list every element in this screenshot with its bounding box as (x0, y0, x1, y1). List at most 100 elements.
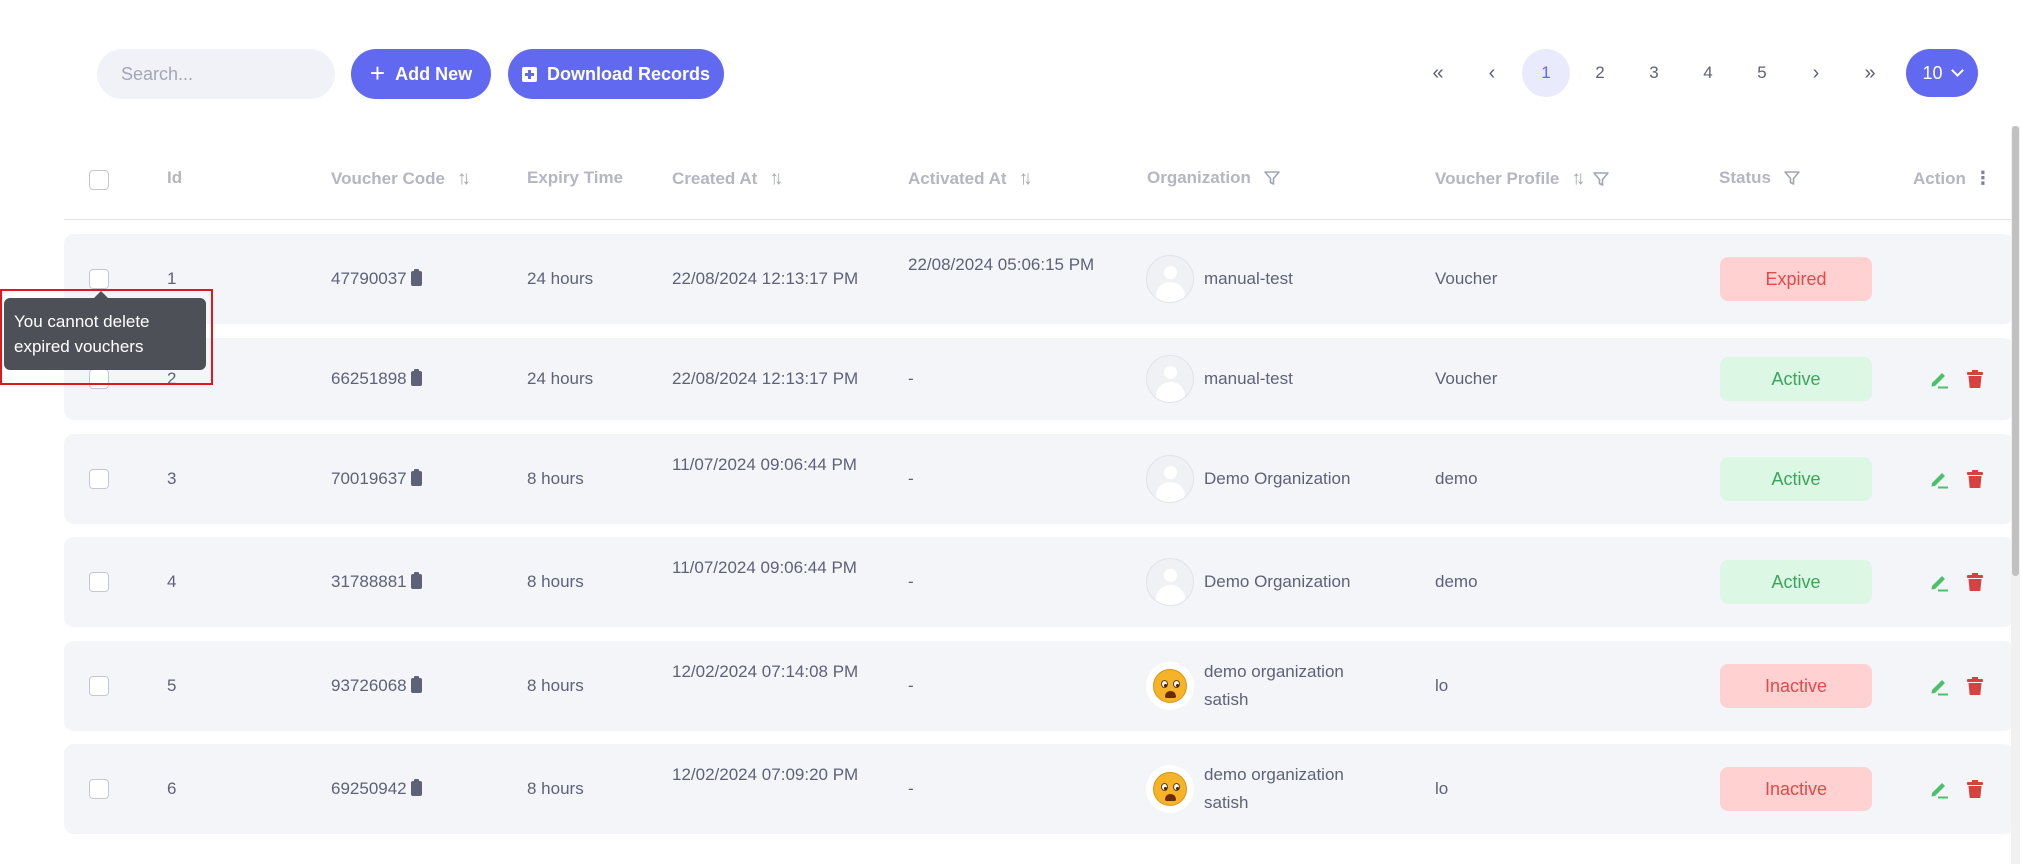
page-5-button[interactable]: 5 (1757, 63, 1767, 82)
filter-icon[interactable] (1592, 170, 1610, 188)
created-at: 12/02/2024 07:14:08 PM (672, 662, 859, 681)
delete-icon[interactable] (1964, 675, 1986, 697)
double-chevron-right-icon: » (1864, 61, 1876, 84)
row-checkbox[interactable] (89, 779, 109, 799)
page-2-button[interactable]: 2 (1595, 63, 1605, 82)
more-options-icon[interactable]: ⋮ (1973, 168, 1992, 188)
row-checkbox[interactable] (89, 572, 109, 592)
column-header-action[interactable]: Action ⋮ (1913, 168, 1992, 189)
download-records-label: Download Records (546, 63, 711, 84)
column-header-expiry-time-label: Expiry Time (527, 168, 624, 187)
column-header-voucher-code-label: Voucher Code (331, 169, 445, 188)
page-3-button[interactable]: 3 (1649, 63, 1659, 82)
last-page-button[interactable]: » (1846, 49, 1894, 97)
first-page-button[interactable]: « (1414, 49, 1462, 97)
clipboard-icon[interactable] (410, 572, 422, 589)
organization-name: Demo Organization (1204, 572, 1351, 591)
status-badge: Active (1720, 560, 1872, 604)
next-page-button[interactable]: › (1792, 49, 1840, 97)
plus-icon: + (369, 57, 386, 88)
edit-icon[interactable] (1928, 571, 1950, 593)
per-page-select[interactable]: 10 (1906, 49, 1978, 97)
column-header-expiry-time: Expiry Time (527, 168, 623, 188)
clipboard-icon[interactable] (410, 779, 422, 796)
download-records-button[interactable]: Download Records (508, 49, 724, 99)
avatar (1146, 558, 1194, 606)
voucher-code: 93726068 (331, 676, 407, 695)
column-header-voucher-profile[interactable]: Voucher Profile ↑↓ (1435, 168, 1610, 190)
filter-icon[interactable] (1263, 169, 1281, 187)
voucher-code-cell: 93726068 (331, 672, 422, 700)
prev-page-button[interactable]: ‹ (1468, 49, 1516, 97)
column-header-status[interactable]: Status (1719, 168, 1801, 188)
edit-icon[interactable] (1928, 778, 1950, 800)
column-header-organization-label: Organization (1147, 168, 1251, 187)
expiry-time: 24 hours (527, 369, 594, 388)
row-checkbox[interactable] (89, 676, 109, 696)
row-id: 6 (167, 779, 177, 798)
edit-icon[interactable] (1928, 368, 1950, 390)
delete-icon[interactable] (1964, 468, 1986, 490)
delete-icon[interactable] (1964, 368, 1986, 390)
voucher-code-cell: 70019637 (331, 465, 422, 493)
add-new-label: Add New (395, 63, 473, 84)
column-header-id: Id (167, 168, 182, 188)
created-at: 11/07/2024 09:06:44 PM (672, 455, 857, 474)
edit-icon[interactable] (1928, 675, 1950, 697)
column-header-organization[interactable]: Organization (1147, 168, 1281, 188)
page-1-button[interactable]: 1 (1522, 49, 1570, 97)
row-id: 5 (167, 676, 177, 695)
activated-at: 22/08/2024 05:06:15 PM (908, 255, 1095, 274)
sort-icon[interactable]: ↑↓ (1018, 168, 1033, 189)
select-all-checkbox[interactable] (89, 170, 109, 190)
sort-icon[interactable]: ↑↓ (769, 168, 783, 189)
column-header-created-at[interactable]: Created At ↑↓ (672, 168, 783, 190)
scrollbar-thumb[interactable] (2012, 126, 2019, 576)
column-header-activated-at-label: Activated At (908, 169, 1007, 188)
double-chevron-left-icon: « (1432, 61, 1444, 84)
sort-icon[interactable]: ↑↓ (456, 168, 471, 189)
voucher-code: 66251898 (331, 369, 407, 388)
activated-at: - (908, 572, 914, 591)
status-badge: Active (1720, 457, 1872, 501)
created-at: 22/08/2024 12:13:17 PM (672, 369, 859, 388)
search-input[interactable] (97, 49, 335, 99)
edit-icon[interactable] (1928, 468, 1950, 490)
row-checkbox[interactable] (89, 469, 109, 489)
column-header-voucher-code[interactable]: Voucher Code ↑↓ (331, 168, 471, 190)
delete-disabled-tooltip: You cannot delete expired vouchers (4, 291, 206, 370)
chevron-left-icon: ‹ (1488, 61, 1496, 84)
expiry-time: 8 hours (527, 469, 584, 488)
delete-icon[interactable] (1964, 778, 1986, 800)
voucher-code-cell: 31788881 (331, 568, 422, 596)
voucher-code-cell: 66251898 (331, 365, 422, 393)
delete-icon[interactable] (1964, 571, 1986, 593)
avatar (1146, 255, 1194, 303)
activated-at: - (908, 676, 914, 695)
voucher-code: 70019637 (331, 469, 407, 488)
page-4-button[interactable]: 4 (1703, 63, 1713, 82)
row-checkbox[interactable] (89, 269, 109, 289)
expiry-time: 8 hours (527, 779, 584, 798)
created-at: 12/02/2024 07:09:20 PM (672, 765, 859, 784)
clipboard-icon[interactable] (410, 676, 422, 693)
column-header-action-label: Action (1913, 168, 1966, 188)
organization-name: Demo Organization (1204, 469, 1351, 488)
row-id: 2 (167, 369, 177, 388)
filter-icon[interactable] (1783, 169, 1801, 187)
sort-icon[interactable]: ↑↓ (1571, 168, 1585, 189)
voucher-code: 47790037 (331, 269, 407, 288)
table-row: 6 69250942 8 hours 12/02/2024 07:09:20 P… (64, 744, 2014, 834)
row-id: 1 (167, 269, 177, 288)
voucher-profile: demo (1435, 469, 1478, 488)
column-header-activated-at[interactable]: Activated At ↑↓ (908, 168, 1033, 190)
clipboard-icon[interactable] (410, 469, 422, 486)
table-row: 5 93726068 8 hours 12/02/2024 07:14:08 P… (64, 641, 2014, 731)
clipboard-icon[interactable] (410, 369, 422, 386)
clipboard-icon[interactable] (410, 269, 422, 286)
voucher-code: 31788881 (331, 572, 407, 591)
add-new-button[interactable]: + Add New (351, 49, 491, 99)
avatar-emoji-icon (1146, 662, 1194, 710)
avatar (1146, 455, 1194, 503)
